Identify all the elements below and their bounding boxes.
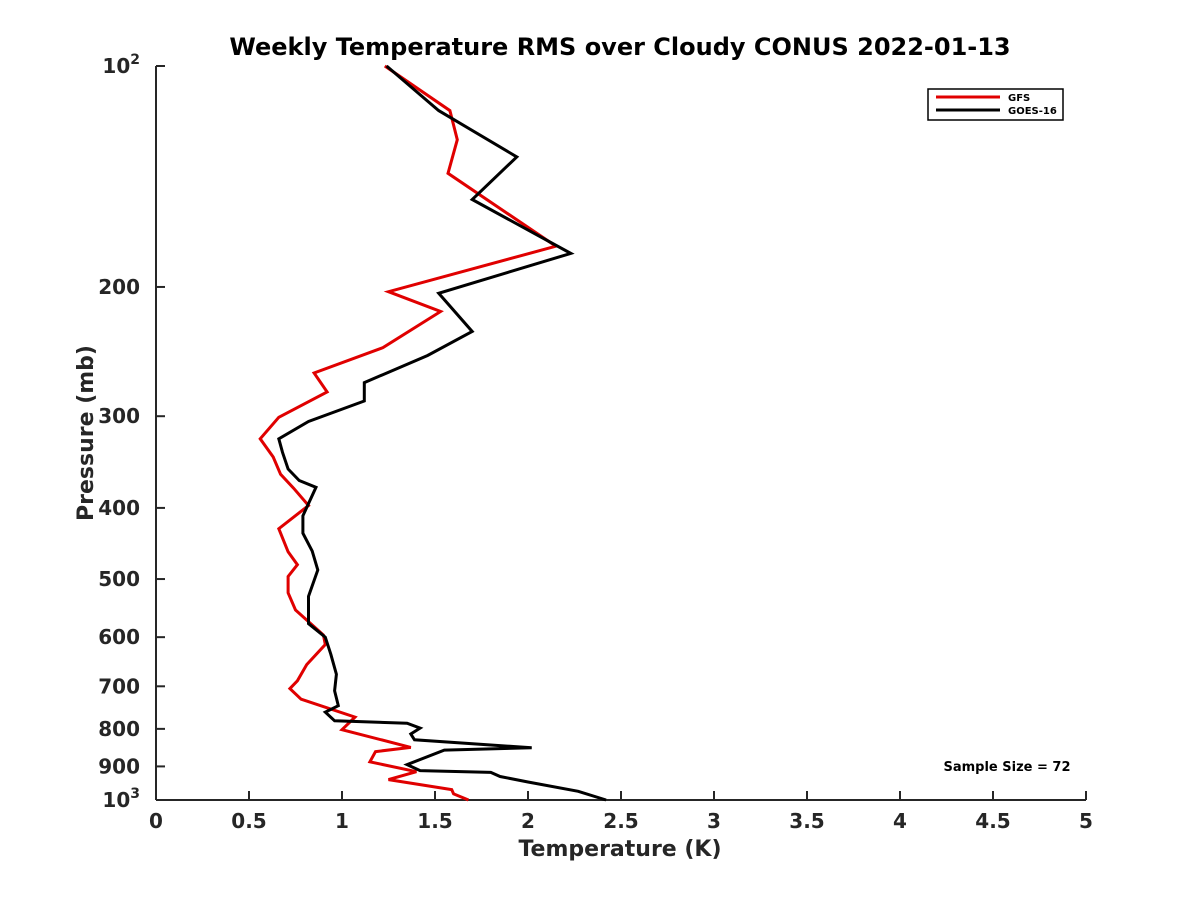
y-tick-label: 102 <box>102 52 140 78</box>
legend-box <box>927 88 1064 121</box>
y-tick-label: 900 <box>98 754 140 778</box>
x-tick-label: 1 <box>335 809 349 833</box>
x-tick-label: 2 <box>521 809 535 833</box>
x-axis-ticks: 0 0.5 1 1.5 2 2.5 3 3.5 4 4.5 5 <box>149 791 1093 833</box>
series-layer <box>258 64 607 802</box>
x-axis-label: Temperature (K) <box>518 837 721 862</box>
y-tick-label: 103 <box>102 786 140 812</box>
x-tick-label: 5 <box>1079 809 1093 833</box>
y-tick-label: 300 <box>98 404 140 428</box>
legend-label-goes-16: GOES-16 <box>1008 106 1057 117</box>
legend-label-gfs: GFS <box>1008 93 1030 104</box>
x-tick-label: 4.5 <box>975 809 1010 833</box>
y-tick-label: 500 <box>98 567 140 591</box>
x-tick-label: 3.5 <box>789 809 824 833</box>
chart-title: Weekly Temperature RMS over Cloudy CONUS… <box>229 33 1010 61</box>
y-axis-label: Pressure (mb) <box>74 345 99 521</box>
series-line-gfs <box>258 64 560 802</box>
x-tick-label: 0 <box>149 809 163 833</box>
y-tick-label: 400 <box>98 496 140 520</box>
sample-size-annotation: Sample Size = 72 <box>943 760 1070 775</box>
x-tick-label: 2.5 <box>603 809 638 833</box>
y-tick-label: 200 <box>98 275 140 299</box>
y-tick-label: 700 <box>98 674 140 698</box>
y-tick-label: 600 <box>98 625 140 649</box>
y-axis-ticks: 102 200 300 400 500 600 700 800 900 103 <box>98 52 165 812</box>
legend: GFS GOES-16 <box>927 88 1064 121</box>
x-tick-label: 0.5 <box>231 809 266 833</box>
x-tick-label: 1.5 <box>417 809 452 833</box>
x-tick-label: 3 <box>707 809 721 833</box>
y-tick-label: 800 <box>98 717 140 741</box>
x-tick-label: 4 <box>893 809 907 833</box>
series-line-goes-16 <box>277 64 607 802</box>
